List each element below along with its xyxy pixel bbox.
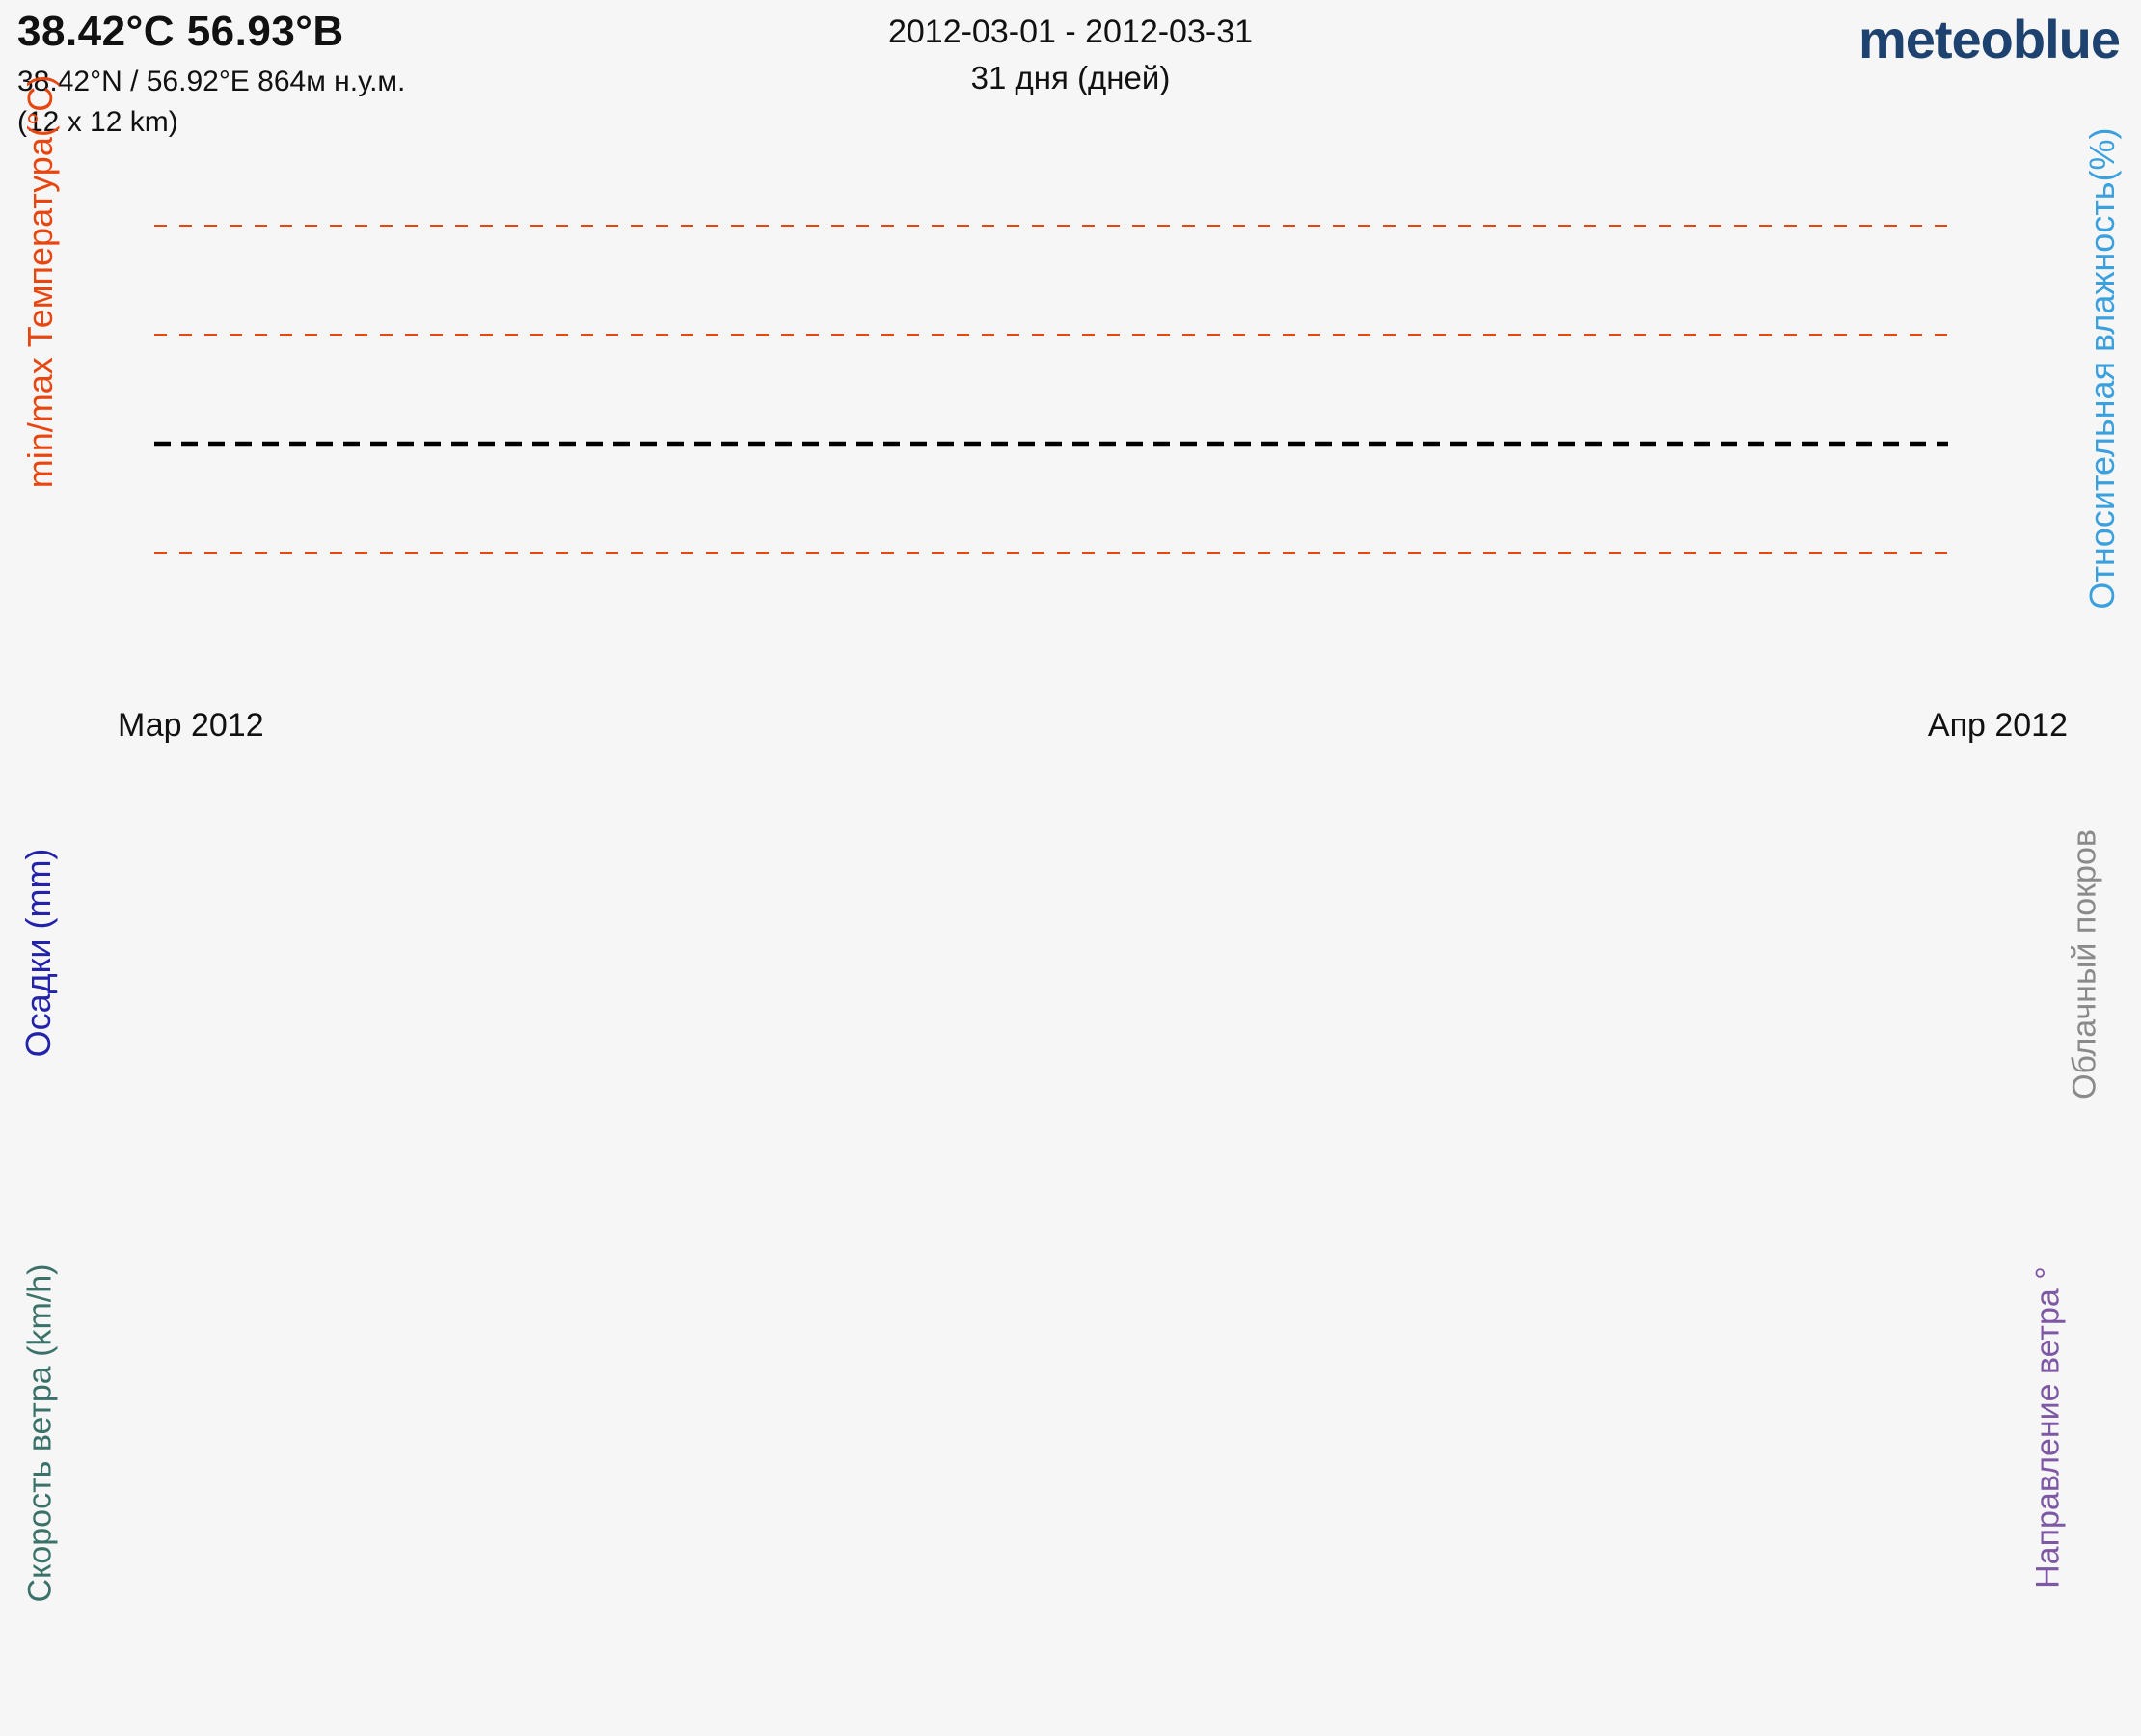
temperature-chart (154, 225, 1948, 554)
temp-gridlines (154, 225, 1948, 554)
month-label-march: Мар 2012 (118, 707, 264, 744)
day-count: 31 дня (дней) (970, 60, 1171, 95)
wind-direction-axis-label: Направление ветра ° (2029, 1266, 2067, 1588)
location-coordinates: 38.42°N / 56.92°E 864м н.у.м. (17, 66, 406, 97)
cloud-cover-axis-label: Облачный покров (2066, 829, 2103, 1099)
grid-resolution: (12 x 12 km) (17, 106, 178, 138)
date-range: 2012-03-01 - 2012-03-31 (887, 14, 1254, 50)
meteoblue-logo: meteoblue (1857, 9, 2121, 69)
month-label-april: Апр 2012 (1927, 707, 2068, 744)
wind-speed-axis-label: Скорость ветра (km/h) (21, 1263, 59, 1603)
precipitation-axis-label: Осадки (mm) (18, 848, 58, 1058)
temperature-axis-label: min/max Температура(°C) (20, 74, 60, 489)
humidity-axis-label: Относительная влажность(%) (2082, 127, 2122, 610)
location-title: 38.42°C 56.93°B (17, 8, 344, 55)
